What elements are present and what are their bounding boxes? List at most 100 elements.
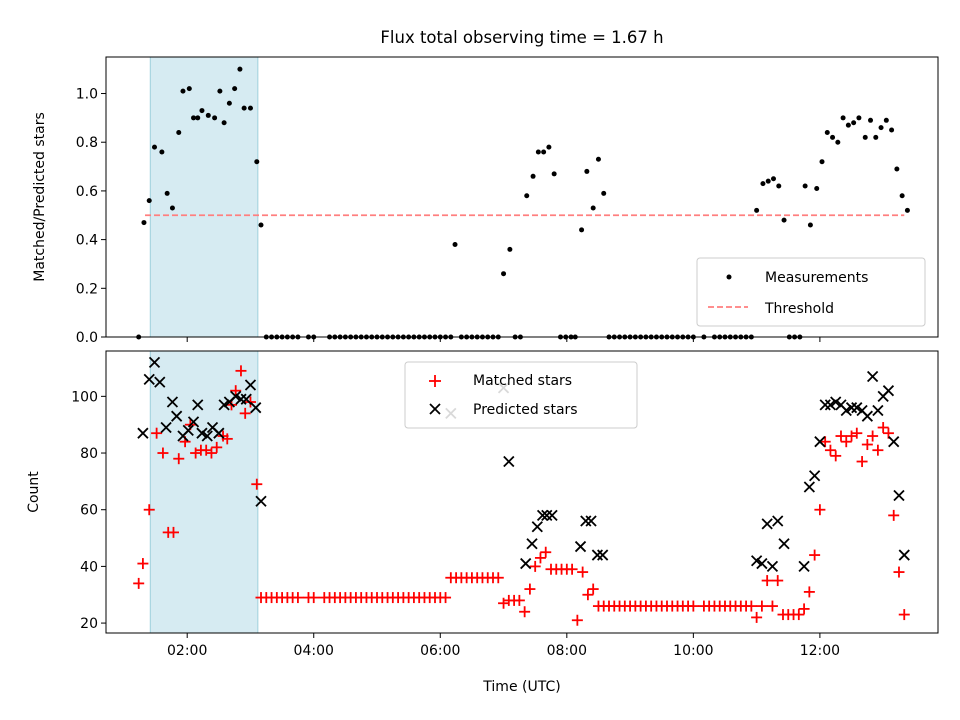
matched-point	[898, 609, 910, 621]
measurement-point	[152, 144, 158, 150]
matched-point	[745, 600, 757, 612]
predicted-point	[888, 436, 900, 448]
matched-point	[814, 504, 826, 516]
matched-point	[830, 450, 842, 462]
predicted-point	[541, 509, 553, 522]
predicted-point	[756, 557, 768, 570]
top-axes-frame	[105, 56, 939, 338]
bottom-legend: Matched stars Predicted stars	[404, 361, 638, 429]
matched-point	[143, 504, 155, 516]
matched-point	[308, 592, 320, 604]
predicted-point	[218, 399, 230, 411]
top-y-axis-label: Matched/Predicted stars	[32, 112, 48, 282]
measurement-point	[551, 171, 557, 177]
measurement-point	[501, 271, 507, 277]
matched-point	[173, 453, 185, 465]
predicted-point	[244, 379, 257, 391]
predicted-point	[814, 436, 826, 448]
matched-point	[519, 606, 531, 618]
matched-point	[492, 572, 504, 584]
matched-point	[761, 575, 773, 587]
legend-measurements-label: Measurements	[765, 270, 868, 286]
measurement-point	[195, 115, 201, 121]
measurement-point	[507, 246, 513, 252]
measurement-point	[191, 115, 197, 121]
top-y-ticks: 0.0 0.2 0.4 0.6 0.8 1.0	[76, 87, 106, 346]
measurement-point	[868, 117, 874, 123]
measurement-point	[601, 190, 607, 196]
measurement-point	[535, 149, 541, 155]
predicted-point	[893, 489, 905, 502]
legend-matched-marker	[429, 375, 441, 387]
bottom-panel: 20 40 60 80 100 02:00 04:00 06:00 08:00 10:00 12:…	[26, 350, 939, 695]
x-axis-label: Time (UTC)	[482, 679, 560, 695]
predicted-point	[898, 549, 910, 561]
legend-measurements-marker	[726, 274, 732, 280]
matched-point	[846, 430, 858, 442]
predicted-point	[778, 538, 790, 550]
predicted-point	[798, 560, 810, 573]
measurement-point	[873, 134, 879, 140]
x-tick-label: 04:00	[294, 643, 334, 659]
bottom-axes-frame	[105, 350, 939, 634]
measurement-point	[894, 166, 900, 172]
matched-point	[888, 509, 900, 521]
y-tick-label: 100	[71, 389, 98, 405]
legend-threshold-label: Threshold	[764, 301, 834, 317]
predicted-point	[866, 370, 879, 383]
x-tick-label: 10:00	[673, 643, 713, 659]
predicted-point	[546, 509, 558, 522]
bottom-y-axis-label: Count	[26, 471, 42, 513]
measurement-point	[524, 193, 530, 199]
measurement-point	[862, 134, 868, 140]
predicted-point	[201, 430, 213, 442]
matched-point	[230, 385, 242, 397]
matched-point	[803, 586, 815, 598]
matched-point	[221, 433, 233, 445]
matched-point	[292, 592, 304, 604]
matched-point	[133, 577, 145, 589]
measurement-point	[247, 105, 253, 111]
measurement-point	[802, 183, 808, 189]
predicted-point	[840, 404, 852, 417]
measurement-point	[199, 108, 205, 114]
matched-point	[867, 430, 879, 442]
predicted-point	[761, 518, 773, 530]
predicted-point	[591, 549, 604, 561]
predicted-point	[536, 509, 549, 522]
measurement-point	[226, 100, 232, 106]
measurement-point	[146, 198, 152, 204]
measurement-point	[807, 222, 813, 228]
matched-point	[861, 439, 873, 451]
matched-point	[798, 603, 810, 615]
measurement-point	[212, 115, 218, 121]
matched-point	[877, 422, 889, 434]
x-tick-label: 12:00	[800, 643, 840, 659]
matched-point	[856, 456, 868, 468]
measurement-point	[176, 129, 182, 135]
y-tick-label: 1.0	[76, 87, 98, 103]
predicted-point	[882, 385, 895, 397]
measurement-point	[899, 193, 905, 199]
matched-point	[137, 558, 149, 570]
matched-point	[766, 600, 778, 612]
measurement-point	[835, 139, 841, 145]
matched-point	[809, 549, 821, 561]
x-tick-label: 02:00	[167, 643, 207, 659]
measurement-point	[254, 159, 260, 165]
top-shaded-region	[149, 56, 259, 338]
matched-point	[251, 478, 263, 490]
measurement-point	[830, 134, 836, 140]
top-x-ticks	[186, 337, 821, 342]
matched-point	[211, 441, 223, 453]
measurement-point	[851, 120, 857, 126]
matched-point	[235, 365, 247, 377]
predicted-point	[143, 373, 155, 385]
top-legend-box	[696, 257, 926, 327]
predicted-point	[235, 393, 247, 405]
measurement-point	[180, 88, 186, 94]
measurement-point	[258, 222, 264, 228]
predicted-point	[772, 515, 784, 527]
y-tick-label: 40	[80, 559, 98, 575]
y-tick-label: 0.0	[76, 330, 98, 346]
